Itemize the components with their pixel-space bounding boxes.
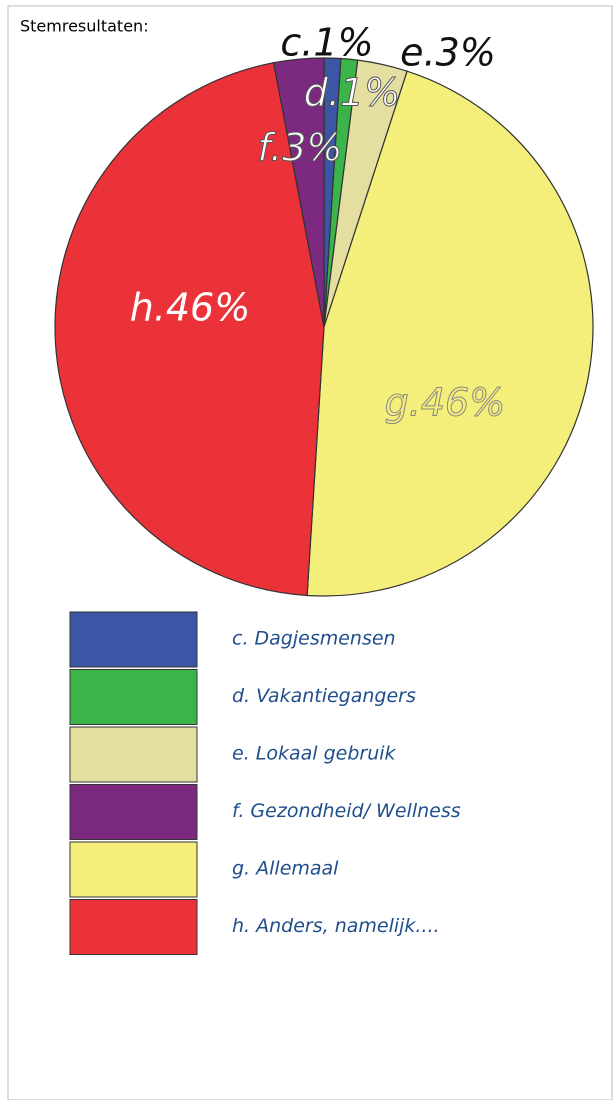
legend-label: g. Allemaal [232,858,339,880]
legend-label: h. Anders, namelijk.... [232,915,440,937]
legend-label: e. Lokaal gebruik [232,743,397,765]
slice-label: c.1% [280,21,373,65]
legend-swatch [69,784,198,840]
slice-label: g.46% [385,381,506,425]
legend-swatch [69,669,198,725]
slice-label: f.3% [257,126,342,170]
slice-label: e.3% [400,31,496,75]
pie-slice [54,62,325,597]
legend-swatch [69,899,198,955]
legend-label: f. Gezondheid/ Wellness [232,800,461,822]
pie-slice [272,57,325,328]
legend-label: c. Dagjesmensen [232,628,396,650]
legend-swatch [69,841,198,898]
pie-slice [306,70,594,597]
chart-title: Stemresultaten: [20,17,149,36]
legend-swatch [69,726,198,783]
slice-label: h.46% [130,286,251,330]
legend-label: d. Vakantiegangers [232,685,416,707]
slice-label: d.1% [304,71,400,115]
legend-swatch [69,611,198,668]
